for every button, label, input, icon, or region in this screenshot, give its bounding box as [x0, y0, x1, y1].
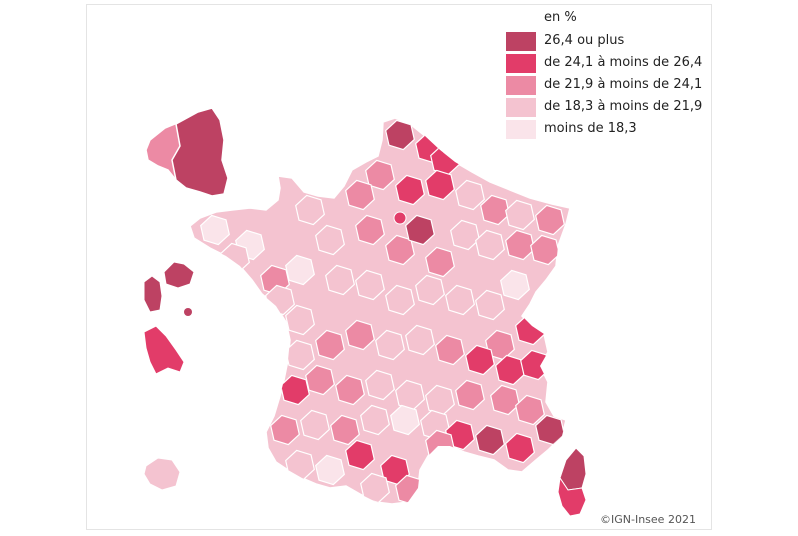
- department-region: [455, 179, 485, 211]
- department-region: [535, 204, 565, 236]
- department-region: [295, 194, 325, 226]
- department-region: [405, 214, 435, 246]
- department-region: [515, 394, 545, 426]
- department-region: [435, 334, 465, 366]
- department-region: [305, 364, 335, 396]
- legend-swatch: [506, 54, 536, 73]
- paris-marker: [393, 211, 407, 225]
- department-region: [270, 414, 300, 446]
- guadeloupe-basse-terre: [143, 275, 163, 313]
- corsica-map: [557, 447, 587, 517]
- department-region: [535, 414, 565, 446]
- legend-label: de 18,3 à moins de 21,9: [544, 99, 703, 114]
- legend-swatch: [506, 32, 536, 51]
- legend-item: de 21,9 à moins de 24,1: [506, 76, 706, 96]
- department-region: [475, 424, 505, 456]
- department-region: [345, 179, 375, 211]
- department-region: [355, 214, 385, 246]
- department-region: [385, 284, 415, 316]
- department-region: [500, 269, 530, 301]
- department-region: [300, 409, 330, 441]
- department-region: [405, 324, 435, 356]
- la-reunion-map: [143, 457, 181, 491]
- department-region: [520, 349, 550, 381]
- legend-item: moins de 18,3: [506, 120, 706, 140]
- legend-swatch: [506, 98, 536, 117]
- legend-title: en %: [544, 10, 577, 25]
- department-region: [365, 159, 395, 191]
- department-region: [315, 329, 345, 361]
- department-region: [385, 119, 415, 151]
- legend-item: de 24,1 à moins de 26,4: [506, 54, 706, 74]
- department-region: [285, 304, 315, 336]
- legend-label: de 21,9 à moins de 24,1: [544, 77, 703, 92]
- legend-swatch: [506, 76, 536, 95]
- department-region: [395, 174, 425, 206]
- department-region: [450, 219, 480, 251]
- department-region: [475, 289, 505, 321]
- department-region: [425, 169, 455, 201]
- department-region: [285, 254, 315, 286]
- guadeloupe-map: [143, 261, 195, 316]
- department-region: [355, 269, 385, 301]
- legend-item: de 18,3 à moins de 21,9: [506, 98, 706, 118]
- department-region: [475, 229, 505, 261]
- department-region: [505, 432, 535, 464]
- department-region: [415, 274, 445, 306]
- department-region: [315, 224, 345, 256]
- department-region: [465, 344, 495, 376]
- legend-item: 26,4 ou plus: [506, 32, 706, 52]
- department-region: [390, 404, 420, 436]
- department-region: [330, 414, 360, 446]
- department-region: [325, 264, 355, 296]
- mainland-france: [189, 117, 571, 505]
- guadeloupe-marie-galante: [184, 308, 192, 316]
- department-region: [425, 246, 455, 278]
- corse-du-sud: [557, 476, 587, 517]
- department-region: [200, 214, 230, 246]
- legend-swatch: [506, 120, 536, 139]
- department-region: [360, 404, 390, 436]
- department-region: [345, 439, 375, 471]
- department-region: [505, 199, 535, 231]
- department-region: [445, 284, 475, 316]
- dom-top-left-dark-part: [171, 107, 229, 197]
- department-region: [455, 379, 485, 411]
- department-region: [480, 194, 510, 226]
- department-region: [530, 234, 560, 266]
- department-region: [365, 369, 395, 401]
- guadeloupe-grande-terre: [163, 261, 195, 289]
- credit-text: ©IGN-Insee 2021: [600, 513, 696, 526]
- legend-label: moins de 18,3: [544, 121, 637, 136]
- department-region: [505, 229, 535, 261]
- department-region: [335, 374, 365, 406]
- legend-label: de 24,1 à moins de 26,4: [544, 55, 703, 70]
- legend-label: 26,4 ou plus: [544, 33, 625, 48]
- department-region: [315, 454, 345, 486]
- department-region: [490, 384, 520, 416]
- martinique-map: [143, 325, 185, 375]
- department-region: [375, 329, 405, 361]
- paris-area: [393, 211, 407, 225]
- department-region: [345, 319, 375, 351]
